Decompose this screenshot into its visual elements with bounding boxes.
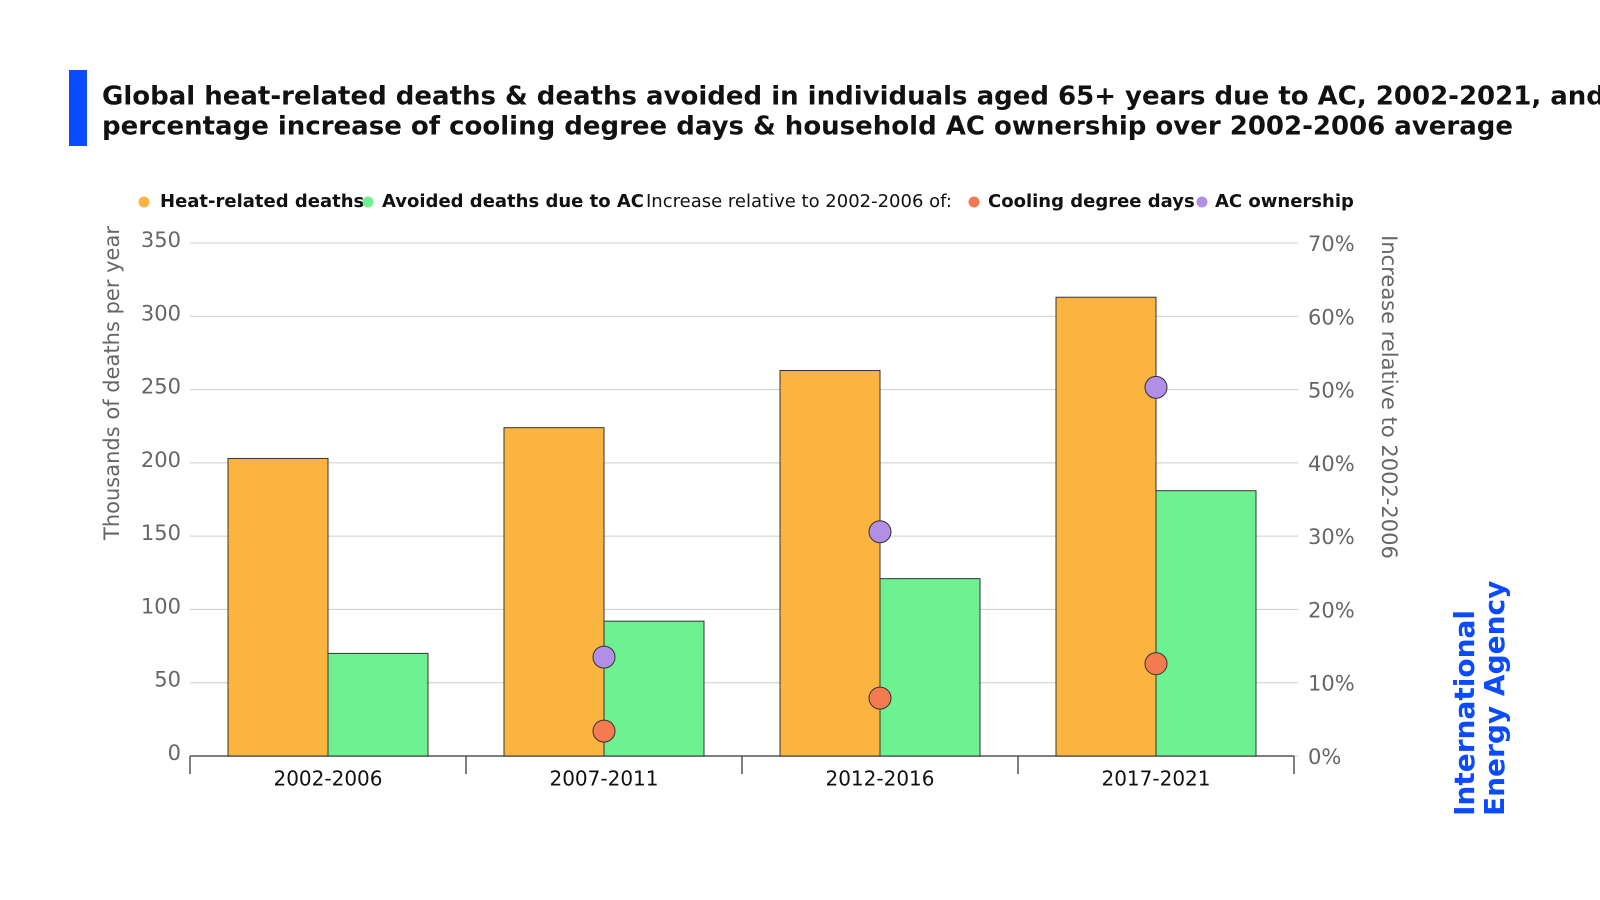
y2-tick-label: 60%: [1308, 305, 1355, 329]
bar: [227, 457, 329, 757]
y2-tick-label: 0%: [1308, 745, 1341, 769]
y2-tick-label: 20%: [1308, 598, 1355, 622]
point: [592, 645, 616, 669]
bar: [1055, 296, 1157, 757]
y-tick-label: 0: [168, 741, 181, 765]
y-tick-label: 50: [154, 668, 181, 692]
point: [1144, 375, 1168, 399]
y2-tick-label: 50%: [1308, 379, 1355, 403]
legend-marker: [362, 196, 374, 208]
legend-label: AC ownership: [1215, 191, 1354, 212]
logo: Energy Agency: [1478, 581, 1511, 816]
y-axis-label: Thousands of deaths per year: [100, 226, 124, 541]
x-tick-label: 2017-2021: [1101, 767, 1210, 791]
x-tick-label: 2012-2016: [825, 767, 934, 791]
title-accent: [69, 70, 87, 146]
x-tick-label: 2007-2011: [549, 767, 658, 791]
y-tick-label: 200: [141, 448, 181, 472]
y2-tick-label: 10%: [1308, 672, 1355, 696]
point: [592, 719, 616, 743]
y-tick-label: 100: [141, 594, 181, 618]
legend-group-label: Increase relative to 2002-2006 of:: [646, 191, 952, 212]
bar: [779, 370, 881, 757]
legend-label: Avoided deaths due to AC: [382, 191, 644, 212]
y2-axis-label: Increase relative to 2002-2006: [1377, 235, 1401, 559]
y2-tick-label: 70%: [1308, 232, 1355, 256]
legend-marker: [1196, 196, 1208, 208]
chart-title: percentage increase of cooling degree da…: [102, 112, 1513, 142]
y-tick-label: 150: [141, 521, 181, 545]
legend-marker: [138, 196, 150, 208]
bar: [603, 620, 705, 757]
legend-label: Cooling degree days: [988, 191, 1195, 212]
y-tick-label: 250: [141, 375, 181, 399]
logo: International: [1448, 610, 1481, 816]
point: [1144, 652, 1168, 676]
bar: [879, 578, 981, 757]
y2-tick-label: 30%: [1308, 525, 1355, 549]
point: [868, 520, 892, 544]
bar: [503, 427, 605, 757]
x-tick-label: 2002-2006: [273, 767, 382, 791]
point: [868, 686, 892, 710]
legend-marker: [968, 196, 980, 208]
chart-title: Global heat-related deaths & deaths avoi…: [102, 82, 1600, 112]
legend-label: Heat-related deaths: [160, 191, 364, 212]
y-tick-label: 350: [141, 228, 181, 252]
y2-tick-label: 40%: [1308, 452, 1355, 476]
bar: [327, 652, 429, 757]
bar: [1155, 490, 1257, 757]
y-tick-label: 300: [141, 301, 181, 325]
